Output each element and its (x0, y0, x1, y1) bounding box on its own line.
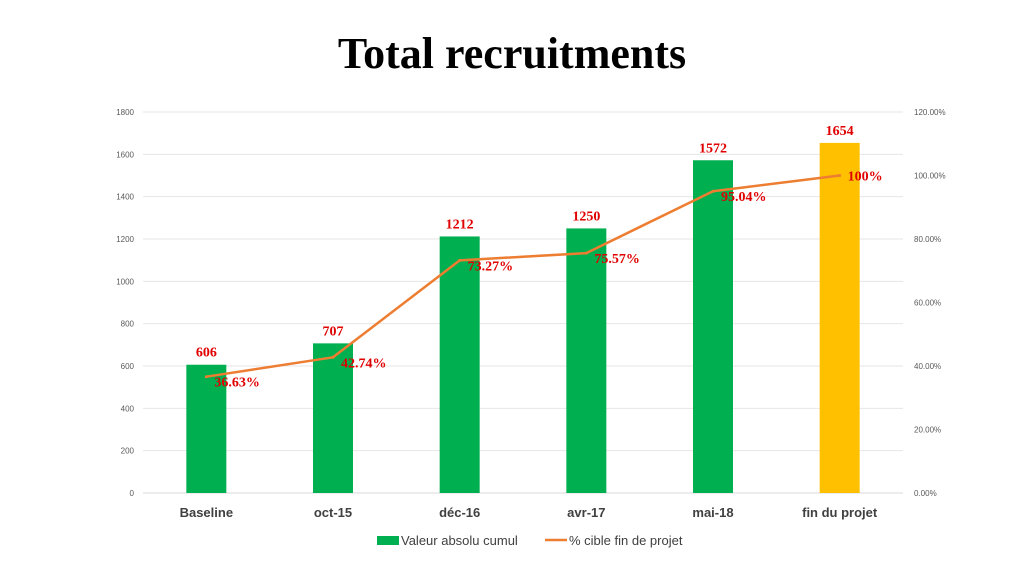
y-right-tick-label: 40.00% (914, 362, 941, 371)
bar-oct-15 (313, 343, 353, 493)
legend-label: Valeur absolu cumul (401, 533, 518, 548)
y-left-tick-label: 0 (130, 489, 135, 498)
y-left-tick-label: 400 (121, 404, 135, 413)
y-left-tick-label: 200 (121, 447, 135, 456)
y-right-tick-label: 0.00% (914, 489, 937, 498)
y-right-tick-label: 60.00% (914, 299, 941, 308)
x-category-label: oct-15 (314, 505, 352, 520)
bar-data-label: 1212 (446, 217, 474, 232)
line-point (711, 189, 715, 193)
line-data-label: 36.63% (214, 376, 259, 391)
bar-data-label: 707 (323, 324, 344, 339)
y-left-tick-label: 1600 (116, 150, 134, 159)
bar-déc-16 (439, 236, 480, 493)
y-left-tick-label: 800 (121, 320, 135, 329)
line-point (331, 355, 335, 359)
bar-mai-18 (693, 160, 733, 493)
y-left-tick-label: 1000 (116, 277, 134, 286)
line-point (584, 251, 588, 255)
y-right-tick-label: 20.00% (914, 426, 941, 435)
bar-fin du projet (819, 142, 860, 494)
line-data-label: 95.04% (721, 190, 767, 205)
line-series (206, 174, 840, 378)
line-point (204, 375, 208, 379)
line-data-label: 100% (848, 170, 883, 185)
bar-avr-17 (566, 228, 607, 493)
line-data-label: 42.74% (341, 356, 387, 371)
bar-data-label: 606 (196, 346, 217, 361)
y-left-tick-label: 1800 (116, 108, 134, 117)
x-category-label: fin du projet (802, 505, 878, 520)
bar-Baseline (186, 364, 227, 493)
line-point (838, 174, 842, 177)
y-right-tick-label: 120.00% (914, 108, 946, 117)
x-category-label: Baseline (180, 505, 233, 520)
legend-bar-swatch (377, 536, 399, 545)
y-left-tick-label: 1400 (116, 193, 134, 202)
bar-data-label: 1572 (699, 141, 727, 156)
x-category-label: mai-18 (692, 505, 733, 520)
x-category-label: avr-17 (567, 505, 605, 520)
line-data-label: 75.57% (594, 252, 640, 267)
y-right-tick-label: 100.00% (914, 172, 946, 181)
y-left-tick-label: 600 (121, 362, 135, 371)
bar-data-label: 1654 (826, 124, 854, 139)
line-point (458, 258, 462, 262)
x-category-label: déc-16 (439, 505, 480, 520)
y-left-tick-label: 1200 (116, 235, 134, 244)
bar-data-label: 1250 (572, 209, 600, 224)
line-data-label: 73.27% (468, 259, 513, 274)
legend-label: % cible fin de projet (569, 533, 683, 548)
y-right-tick-label: 80.00% (914, 235, 941, 244)
chart-title: Total recruitments (337, 29, 687, 78)
